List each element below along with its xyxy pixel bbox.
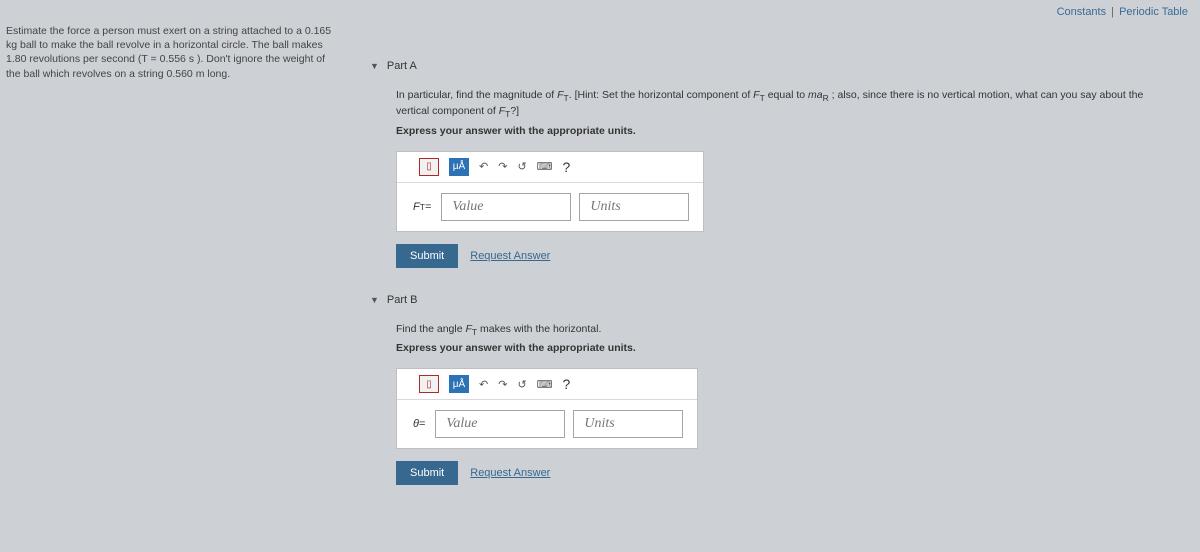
- part-b-title: Part B: [387, 294, 418, 306]
- part-a-units-input[interactable]: [579, 193, 689, 221]
- part-a-request-answer-link[interactable]: Request Answer: [470, 250, 550, 262]
- problem-statement: Estimate the force a person must exert o…: [0, 0, 350, 552]
- redo-icon[interactable]: ↷: [498, 378, 507, 391]
- part-b-value-input[interactable]: [435, 410, 565, 438]
- constants-link[interactable]: Constants: [1057, 6, 1107, 18]
- undo-icon[interactable]: ↶: [479, 378, 488, 391]
- collapse-icon: ▼: [370, 61, 379, 71]
- redo-icon[interactable]: ↷: [498, 160, 507, 173]
- part-b-lhs: θ =: [411, 410, 427, 438]
- template-icon[interactable]: ▯: [419, 158, 439, 176]
- undo-icon[interactable]: ↶: [479, 160, 488, 173]
- part-b-instruction: Find the angle FT makes with the horizon…: [396, 322, 1160, 338]
- part-b-answer-box: ▯ μÅ ↶ ↷ ↺ ⌨ ? θ =: [396, 368, 698, 449]
- part-b: ▼ Part B Find the angle FT makes with th…: [370, 290, 1186, 485]
- keyboard-icon[interactable]: ⌨: [537, 160, 553, 173]
- units-icon[interactable]: μÅ: [449, 158, 469, 176]
- part-a-instruction: In particular, find the magnitude of FT.…: [396, 88, 1160, 121]
- part-b-units-input[interactable]: [573, 410, 683, 438]
- help-icon[interactable]: ?: [563, 376, 571, 392]
- reset-icon[interactable]: ↺: [517, 160, 526, 173]
- part-a-header[interactable]: ▼ Part A: [370, 56, 1186, 76]
- part-b-submit-button[interactable]: Submit: [396, 461, 458, 485]
- header-links: Constants | Periodic Table: [1057, 6, 1188, 18]
- periodic-table-link[interactable]: Periodic Table: [1119, 6, 1188, 18]
- part-a-title: Part A: [387, 60, 417, 72]
- keyboard-icon[interactable]: ⌨: [537, 378, 553, 391]
- part-b-header[interactable]: ▼ Part B: [370, 290, 1186, 310]
- reset-icon[interactable]: ↺: [517, 378, 526, 391]
- part-b-express: Express your answer with the appropriate…: [396, 342, 1160, 354]
- template-icon[interactable]: ▯: [419, 375, 439, 393]
- separator: |: [1111, 6, 1114, 18]
- help-icon[interactable]: ?: [563, 159, 571, 175]
- part-a-express: Express your answer with the appropriate…: [396, 125, 1160, 137]
- part-a: ▼ Part A In particular, find the magnitu…: [370, 56, 1186, 268]
- part-a-submit-button[interactable]: Submit: [396, 244, 458, 268]
- problem-text: Estimate the force a person must exert o…: [6, 24, 336, 81]
- part-b-toolbar: ▯ μÅ ↶ ↷ ↺ ⌨ ?: [397, 369, 697, 400]
- collapse-icon: ▼: [370, 295, 379, 305]
- part-a-answer-box: ▯ μÅ ↶ ↷ ↺ ⌨ ? FT =: [396, 151, 704, 232]
- part-a-value-input[interactable]: [441, 193, 571, 221]
- part-a-toolbar: ▯ μÅ ↶ ↷ ↺ ⌨ ?: [397, 152, 703, 183]
- part-b-request-answer-link[interactable]: Request Answer: [470, 467, 550, 479]
- units-icon[interactable]: μÅ: [449, 375, 469, 393]
- part-a-lhs: FT =: [411, 193, 433, 221]
